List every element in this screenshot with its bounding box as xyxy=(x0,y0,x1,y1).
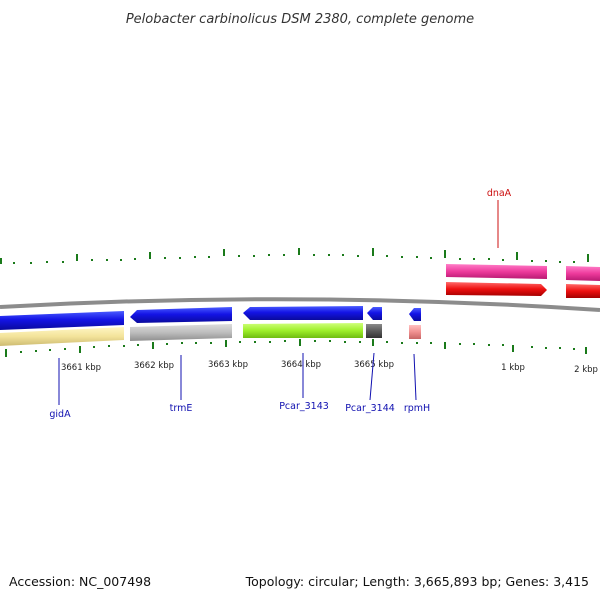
gene-label-dnaa[interactable]: dnaA xyxy=(487,188,512,199)
gene-label-trme[interactable]: trmE xyxy=(170,403,193,414)
tick-label: 3664 kbp xyxy=(281,360,321,370)
gene-arrow-pcar-3144[interactable] xyxy=(367,307,382,320)
accession-text: Accession: NC_007498 xyxy=(9,574,152,589)
gene-arrow-trme[interactable] xyxy=(130,307,232,323)
tick-label: 3663 kbp xyxy=(208,360,248,370)
tick-label: 2 kbp xyxy=(574,365,598,375)
gene-band-gida[interactable] xyxy=(0,327,124,346)
tick-label: 3661 kbp xyxy=(61,363,101,373)
genome-summary-text: Topology: circular; Length: 3,665,893 bp… xyxy=(245,574,589,589)
gene-label-pcar-3144[interactable]: Pcar_3144 xyxy=(345,403,395,414)
reverse-strand-features xyxy=(0,306,421,346)
gene-label-rpmh[interactable]: rpmH xyxy=(404,403,430,414)
map-title: Pelobacter carbinolicus DSM 2380, comple… xyxy=(126,12,474,27)
label-leaders xyxy=(58,200,499,405)
gene-arrow-pcar-3143[interactable] xyxy=(243,306,363,320)
genome-backbone xyxy=(0,297,600,312)
gene-arrow-right-top[interactable] xyxy=(566,266,600,281)
tick-label: 3662 kbp xyxy=(134,361,174,371)
outer-tick-ring xyxy=(0,248,589,264)
gene-arrow-dnaa[interactable] xyxy=(446,282,547,296)
gene-band-pcar-3144[interactable] xyxy=(366,324,382,338)
gene-arrow-gida[interactable] xyxy=(0,311,124,330)
forward-strand-features xyxy=(446,264,600,298)
inner-tick-ring xyxy=(5,339,587,357)
tick-label: 3665 kbp xyxy=(354,360,394,370)
gene-arrow-rpmh[interactable] xyxy=(409,308,421,321)
gene-label-pcar-3143[interactable]: Pcar_3143 xyxy=(279,401,329,412)
gene-label-gida[interactable]: gidA xyxy=(49,409,71,420)
gene-arrow-dnaa-top[interactable] xyxy=(446,264,547,279)
gene-arrow-right[interactable] xyxy=(566,284,600,298)
tick-label: 1 kbp xyxy=(501,363,525,373)
gene-band-rpmh[interactable] xyxy=(409,325,421,339)
gene-band-trme[interactable] xyxy=(130,324,232,341)
gene-band-pcar-3143[interactable] xyxy=(243,323,363,338)
